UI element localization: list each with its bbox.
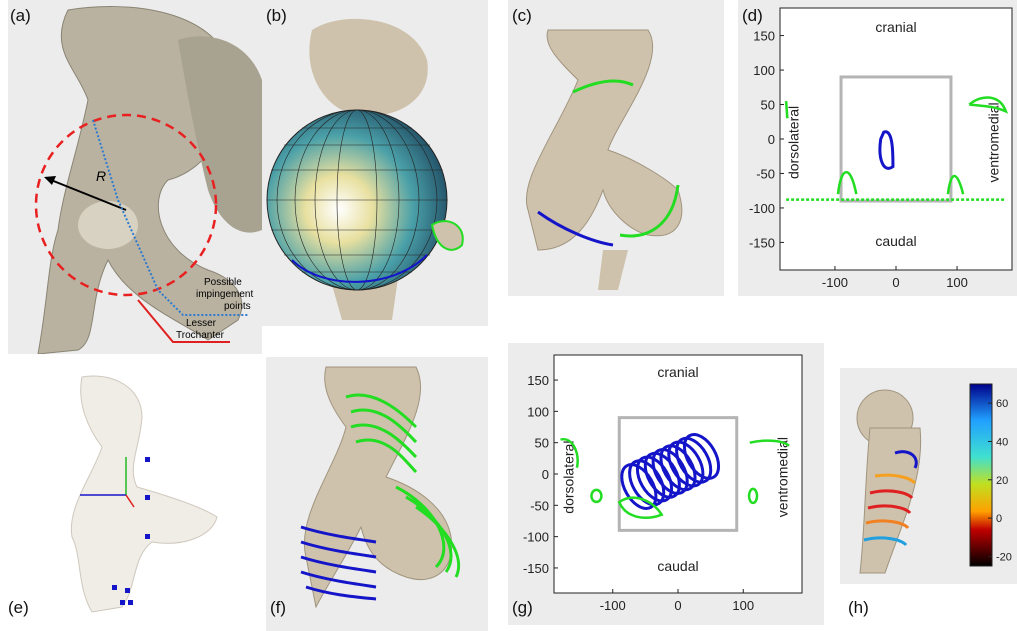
y-tick-label: 150 — [753, 29, 775, 44]
green-loop-bottom — [617, 496, 664, 519]
plot-frame — [779, 7, 1013, 271]
y-tick-label: 50 — [761, 98, 775, 113]
y-tick-label: -150 — [749, 235, 775, 250]
panel-e — [22, 357, 262, 631]
colorbar-ticks: 60 40 20 0 -20 — [988, 398, 1012, 563]
blue-loop — [682, 433, 721, 480]
trochanter-label-2: Trochanter — [176, 330, 225, 341]
plot-d: 150 100 50 0 -50 -100 -150 -100 0 100 cranial cauda… — [749, 7, 1013, 290]
blue-contour — [878, 130, 895, 170]
label-ventromedial: ventromedial — [775, 437, 791, 517]
label-cranial: cranial — [657, 364, 698, 380]
trochanter-label-1: Lesser — [186, 318, 217, 329]
panel-f-figure — [300, 366, 461, 609]
blue-loop — [659, 444, 697, 492]
panel-g-label: (g) — [512, 598, 533, 617]
label-dorsolateral: dorsolateral — [785, 106, 801, 179]
panel-b-label: (b) — [266, 6, 287, 25]
panel-h — [840, 368, 1017, 584]
y-tick-label: -100 — [523, 530, 549, 545]
y-tick-label: 0 — [542, 467, 549, 482]
x-tick-label: -100 — [600, 598, 626, 613]
range-box — [839, 75, 953, 203]
y-tick-label: 150 — [527, 373, 549, 388]
radius-symbol: R — [96, 168, 106, 184]
colorbar-tick-label: -20 — [996, 551, 1012, 563]
green-dot-left — [590, 488, 603, 504]
green-bump-left — [836, 171, 858, 195]
panel-f-label: (f) — [270, 598, 287, 617]
label-ventromedial: ventromedial — [986, 102, 1002, 182]
x-tick-label: 100 — [946, 275, 968, 290]
y-tick-label: -50 — [756, 166, 775, 181]
panel-a: R Possible impingement points Lesser Tro… — [8, 0, 262, 354]
green-arc-right — [968, 96, 1009, 114]
label-caudal: caudal — [875, 233, 916, 249]
panel-h-label: (h) — [848, 598, 869, 617]
colorbar — [969, 383, 993, 567]
blue-loop — [620, 463, 658, 510]
panel-a-figure: R Possible impingement points Lesser Tro… — [34, 6, 262, 354]
blue-loop — [635, 455, 674, 503]
label-dorsolateral: dorsolateral — [561, 441, 577, 514]
panel-c-label: (c) — [512, 6, 532, 25]
y-tick-label: -100 — [749, 201, 775, 216]
label-caudal: caudal — [657, 558, 698, 574]
green-bump-right — [946, 174, 965, 195]
colorbar-tick-label: 0 — [996, 513, 1002, 525]
panel-a-label: (a) — [10, 6, 31, 25]
y-tick-label: 100 — [527, 404, 549, 419]
impingement-label-3: points — [224, 301, 251, 312]
plot-g: 150 100 50 0 -50 -100 -150 -100 0 100 cranial cauda… — [523, 354, 803, 613]
y-tick-label: 100 — [753, 63, 775, 78]
impingement-label-2: impingement — [196, 289, 253, 300]
blue-loop — [628, 459, 666, 507]
y-tick-label: -150 — [523, 561, 549, 576]
green-arc-left — [560, 438, 579, 469]
y-tick-label: 0 — [768, 132, 775, 147]
panel-f — [266, 357, 488, 631]
panel-d-label: (d) — [742, 6, 763, 25]
colorbar-tick-label: 40 — [996, 436, 1008, 448]
panel-c — [508, 0, 724, 296]
panel-e-label: (e) — [8, 598, 29, 617]
x-tick-label: 100 — [732, 598, 754, 613]
blue-loop — [667, 440, 705, 488]
colorbar-tick-label: 60 — [996, 398, 1008, 410]
blue-loop — [651, 448, 689, 495]
x-tick-label: 0 — [674, 598, 681, 613]
x-tick-label: -100 — [822, 275, 848, 290]
blue-loop — [675, 436, 713, 484]
panel-h-figure — [856, 383, 993, 574]
y-tick-label: -50 — [530, 498, 549, 513]
blue-loop — [643, 451, 681, 499]
colorbar-tick-label: 20 — [996, 475, 1008, 487]
panel-b-figure — [266, 18, 464, 320]
panel-b — [262, 0, 488, 326]
label-cranial: cranial — [875, 19, 916, 35]
green-arc-right — [749, 439, 790, 447]
impingement-label-1: Possible — [204, 277, 242, 288]
range-box — [617, 416, 739, 532]
green-dot-right — [747, 487, 759, 505]
x-tick-label: 0 — [892, 275, 899, 290]
y-tick-label: 50 — [535, 436, 549, 451]
panel-e-figure — [70, 375, 218, 613]
panel-c-figure — [526, 29, 683, 290]
green-edge-left — [784, 100, 789, 119]
